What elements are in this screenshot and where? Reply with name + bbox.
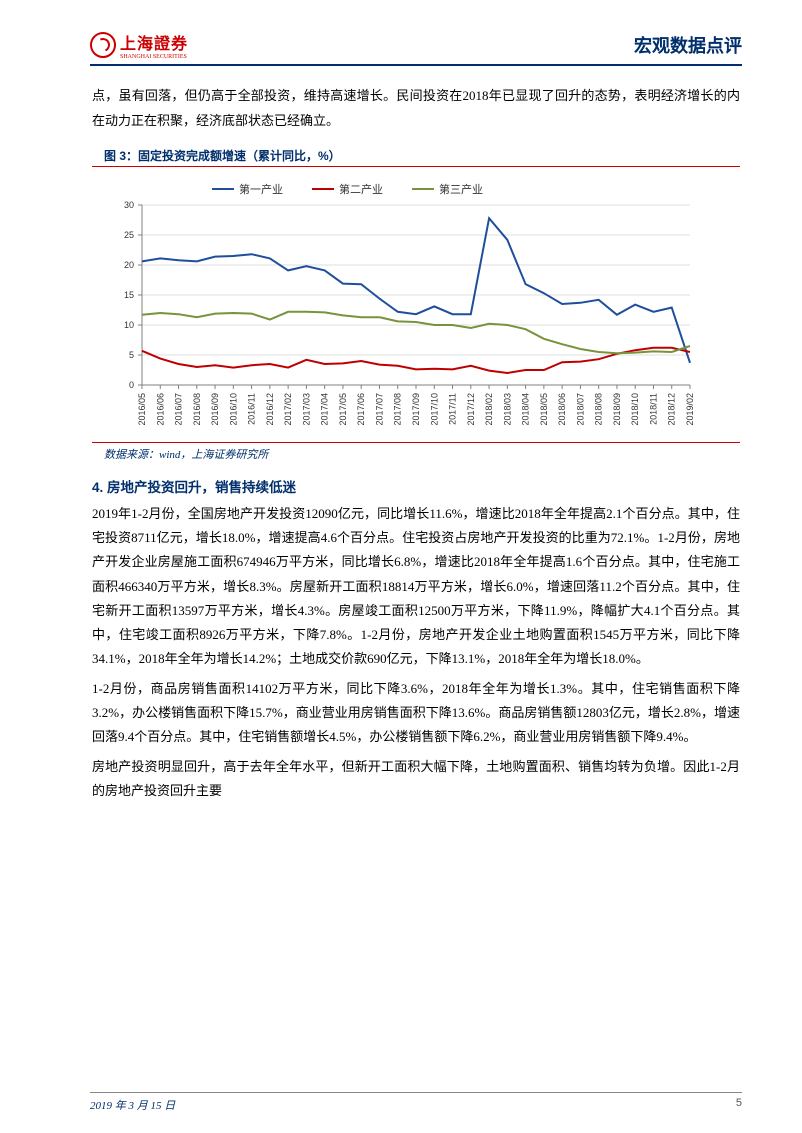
svg-text:10: 10 (124, 320, 134, 330)
logo-text: 上海證券 (120, 36, 188, 53)
svg-text:2018/05: 2018/05 (539, 393, 549, 426)
svg-text:2018/11: 2018/11 (648, 393, 658, 425)
svg-text:2017/08: 2017/08 (393, 393, 403, 426)
svg-text:2016/11: 2016/11 (247, 393, 257, 425)
svg-text:2017/10: 2017/10 (429, 393, 439, 426)
svg-text:2018/12: 2018/12 (667, 393, 677, 426)
svg-text:第二产业: 第二产业 (339, 182, 383, 196)
intro-paragraph: 点，虽有回落，但仍高于全部投资，维持高速增长。民间投资在2018年已显现了回升的… (90, 84, 742, 133)
svg-text:2017/05: 2017/05 (338, 393, 348, 426)
svg-text:2018/04: 2018/04 (521, 393, 531, 426)
svg-text:2017/11: 2017/11 (448, 393, 458, 425)
svg-text:2018/07: 2018/07 (575, 393, 585, 426)
company-logo: 上海證券 SHANGHAI SECURITIES (90, 30, 188, 60)
svg-text:0: 0 (129, 380, 134, 390)
svg-text:5: 5 (129, 350, 134, 360)
line-chart: 0 5 10 15 20 25 30 2016/05 2016/06 2016/07 2016/08… (102, 175, 702, 435)
section-p1: 2019年1-2月份，全国房地产开发投资12090亿元，同比增长11.6%，增速… (90, 502, 742, 670)
page-header: 上海證券 SHANGHAI SECURITIES 宏观数据点评 (90, 30, 742, 66)
svg-text:2017/12: 2017/12 (466, 393, 476, 426)
svg-text:20: 20 (124, 260, 134, 270)
report-type-title: 宏观数据点评 (634, 32, 742, 58)
logo-subtext: SHANGHAI SECURITIES (120, 54, 188, 60)
svg-text:2016/10: 2016/10 (228, 393, 238, 426)
chart-title: 图 3：固定投资完成额增速（累计同比，%） (92, 145, 740, 167)
svg-text:2018/08: 2018/08 (594, 393, 604, 426)
page-footer: 2019 年 3 月 15 日 5 (90, 1092, 742, 1113)
footer-page-number: 5 (736, 1097, 742, 1113)
svg-text:第一产业: 第一产业 (239, 182, 283, 196)
svg-text:2017/09: 2017/09 (411, 393, 421, 426)
svg-text:2016/09: 2016/09 (210, 393, 220, 426)
svg-text:2018/06: 2018/06 (557, 393, 567, 426)
svg-text:2016/08: 2016/08 (192, 393, 202, 426)
svg-text:2017/07: 2017/07 (374, 393, 384, 426)
svg-text:2019/02: 2019/02 (685, 393, 695, 426)
svg-text:2018/09: 2018/09 (612, 393, 622, 426)
svg-text:第三产业: 第三产业 (439, 182, 483, 196)
logo-icon (90, 32, 116, 58)
svg-text:2016/12: 2016/12 (265, 393, 275, 426)
section-p2: 1-2月份，商品房销售面积14102万平方米，同比下降3.6%，2018年全年为… (90, 677, 742, 749)
svg-text:2016/07: 2016/07 (174, 393, 184, 426)
svg-text:2017/06: 2017/06 (356, 393, 366, 426)
svg-text:2017/02: 2017/02 (283, 393, 293, 426)
svg-text:2018/02: 2018/02 (484, 393, 494, 426)
section-heading: 4. 房地产投资回升，销售持续低迷 (92, 476, 742, 496)
svg-text:2017/04: 2017/04 (320, 393, 330, 426)
svg-text:2018/10: 2018/10 (630, 393, 640, 426)
svg-text:30: 30 (124, 200, 134, 210)
svg-text:2016/06: 2016/06 (155, 393, 165, 426)
svg-text:2017/03: 2017/03 (301, 393, 311, 426)
chart-source: 数据来源：wind，上海证券研究所 (92, 442, 740, 462)
footer-date: 2019 年 3 月 15 日 (90, 1097, 175, 1113)
chart-container: 0 5 10 15 20 25 30 2016/05 2016/06 2016/07 2016/08… (90, 167, 742, 442)
svg-text:25: 25 (124, 230, 134, 240)
svg-text:2016/05: 2016/05 (137, 393, 147, 426)
svg-text:2018/03: 2018/03 (502, 393, 512, 426)
svg-text:15: 15 (124, 290, 134, 300)
section-p3: 房地产投资明显回升，高于去年全年水平，但新开工面积大幅下降，土地购置面积、销售均… (90, 755, 742, 803)
